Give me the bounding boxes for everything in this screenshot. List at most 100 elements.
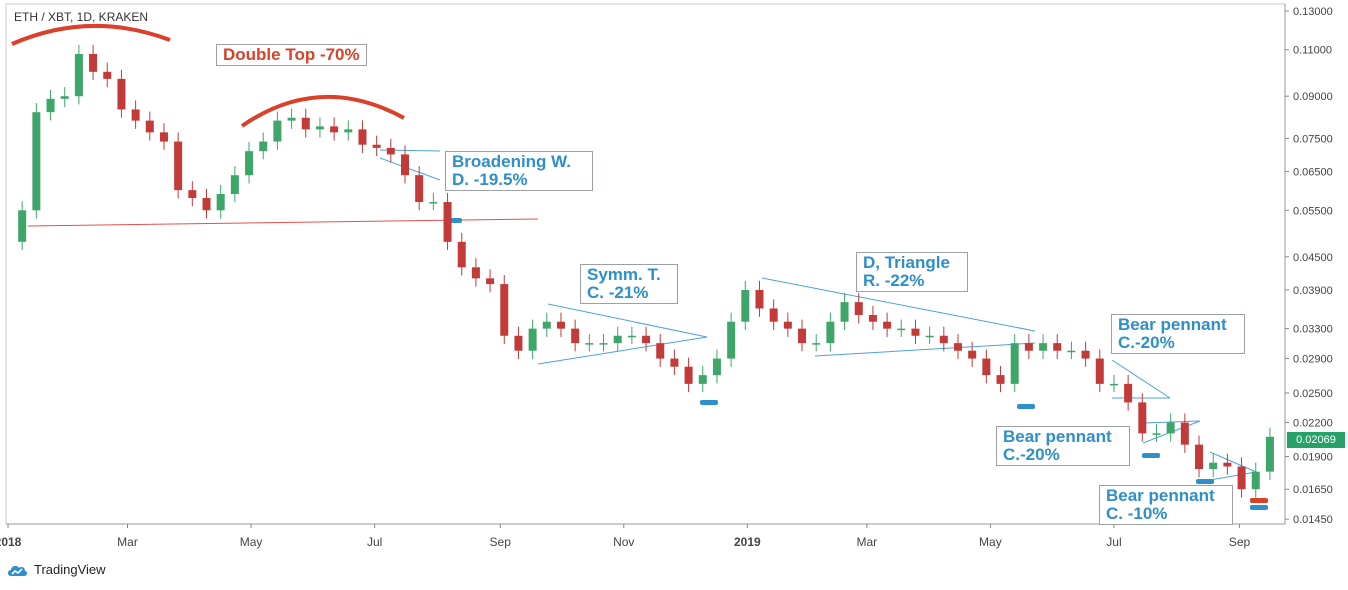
dtriangle-upper-line bbox=[761, 277, 1036, 332]
time-tick-label: Sep bbox=[490, 535, 512, 549]
breakout-marker-4 bbox=[1142, 453, 1160, 458]
candle-body bbox=[911, 328, 920, 336]
candle-body bbox=[840, 302, 849, 322]
candle-body bbox=[798, 328, 807, 344]
candle-body bbox=[372, 144, 381, 148]
candle-body bbox=[571, 328, 580, 344]
candle-body bbox=[401, 154, 410, 176]
candle-body bbox=[868, 315, 877, 322]
annotation-bear3-line-1: Bear pennant bbox=[1106, 486, 1215, 505]
candle-body bbox=[202, 197, 211, 211]
time-tick-label: 2018 bbox=[0, 535, 22, 549]
annotation-bear2-line-2: C.-20% bbox=[1003, 445, 1060, 464]
candle-body bbox=[953, 343, 962, 351]
candle-body bbox=[939, 335, 948, 344]
candle-body bbox=[89, 53, 98, 72]
candle-body bbox=[727, 321, 736, 359]
price-tick-label: 0.11000 bbox=[1293, 45, 1332, 57]
bear1-upper-line bbox=[1111, 359, 1171, 399]
bear2-upper-line bbox=[1142, 420, 1201, 424]
candle-body bbox=[755, 289, 764, 309]
annotation-symm: Symm. T. C. -21% bbox=[580, 264, 678, 304]
target-marker-red bbox=[1250, 498, 1268, 503]
candle-body bbox=[301, 117, 310, 130]
candle-body bbox=[1067, 350, 1076, 353]
time-axis-ticks: 2018 Mar May Jul Sep Nov 2019 Mar May Jul Sep bbox=[0, 524, 1251, 549]
annotation-broadening-line-1: Broadening W. bbox=[452, 152, 571, 171]
candle-body bbox=[613, 335, 622, 344]
candle-body bbox=[230, 175, 239, 195]
candle-body bbox=[542, 321, 551, 329]
time-tick-label: Jul bbox=[367, 535, 382, 549]
candle-body bbox=[826, 321, 835, 344]
candle-body bbox=[1053, 343, 1062, 351]
candle-body bbox=[1195, 444, 1204, 470]
candle-body bbox=[486, 278, 495, 285]
symm-lower-line bbox=[537, 336, 708, 365]
price-tick-label: 0.07500 bbox=[1293, 133, 1333, 145]
bear3-upper-line bbox=[1209, 451, 1257, 473]
price-tick-label: 0.04500 bbox=[1293, 252, 1333, 264]
target-marker-blue bbox=[1250, 505, 1268, 510]
candle-body bbox=[684, 366, 693, 384]
annotation-bear3-line-2: C. -10% bbox=[1106, 504, 1168, 523]
candle-body bbox=[330, 126, 339, 133]
annotation-symm-line-1: Symm. T. bbox=[587, 265, 661, 284]
candle-body bbox=[1180, 422, 1189, 445]
price-axis-ticks: 0.13000 0.11000 0.09000 0.07500 0.06500 0.055… bbox=[1285, 6, 1333, 526]
time-tick-label: Mar bbox=[117, 535, 138, 549]
tradingview-logo[interactable]: TradingView bbox=[6, 562, 106, 577]
candle-body bbox=[996, 375, 1005, 384]
candle-body bbox=[315, 126, 324, 130]
price-tick-label: 0.13000 bbox=[1293, 6, 1333, 18]
candle-body bbox=[1152, 433, 1161, 435]
candle-body bbox=[854, 302, 863, 316]
candle-body bbox=[528, 328, 537, 351]
annotation-dtriangle-line-1: D, Triangle bbox=[863, 253, 950, 272]
candle-body bbox=[1039, 343, 1048, 351]
candle-body bbox=[1209, 462, 1218, 470]
candle-body bbox=[103, 71, 112, 79]
candle-body bbox=[925, 335, 934, 338]
candle-body bbox=[897, 328, 906, 331]
candle-body bbox=[471, 267, 480, 279]
time-tick-label: May bbox=[979, 535, 1002, 549]
breakout-marker-5 bbox=[1196, 479, 1214, 484]
annotation-bear-pennant-3: Bear pennant C. -10% bbox=[1099, 485, 1233, 525]
candle-body bbox=[627, 335, 636, 338]
candle-body bbox=[259, 141, 268, 152]
candles bbox=[18, 44, 1274, 498]
double-top-arc-2 bbox=[240, 94, 405, 128]
candle-body bbox=[599, 343, 608, 345]
candle-body bbox=[769, 308, 778, 322]
candle-body bbox=[273, 120, 282, 142]
candle-body bbox=[46, 98, 55, 113]
candle-body bbox=[783, 321, 792, 329]
annotation-bear-pennant-1: Bear pennant C.-20% bbox=[1111, 314, 1245, 354]
time-tick-label: Sep bbox=[1229, 535, 1251, 549]
candle-body bbox=[18, 210, 27, 242]
candle-body bbox=[117, 78, 126, 110]
candle-body bbox=[500, 284, 509, 336]
price-tick-label: 0.03900 bbox=[1293, 285, 1333, 297]
candle-body bbox=[415, 175, 424, 203]
candle-body bbox=[386, 147, 395, 155]
annotation-double-top: Double Top -70% bbox=[216, 44, 367, 66]
breakout-marker-2 bbox=[700, 400, 718, 405]
annotation-broadening-line-2: D. -19.5% bbox=[452, 170, 528, 189]
time-tick-label: Mar bbox=[857, 535, 878, 549]
candle-body bbox=[457, 241, 466, 268]
candle-body bbox=[656, 343, 665, 359]
candle-body bbox=[514, 335, 523, 351]
annotation-bear1-line-2: C.-20% bbox=[1118, 333, 1175, 352]
symm-upper-line bbox=[547, 303, 708, 338]
annotation-symm-line-2: C. -21% bbox=[587, 283, 649, 302]
candle-body bbox=[1265, 436, 1274, 472]
candle-body bbox=[883, 321, 892, 329]
candle-body bbox=[74, 53, 83, 97]
candle-body bbox=[287, 117, 296, 121]
candle-body bbox=[358, 129, 367, 145]
candle-body bbox=[216, 194, 225, 211]
price-tick-label: 0.02200 bbox=[1293, 418, 1333, 430]
